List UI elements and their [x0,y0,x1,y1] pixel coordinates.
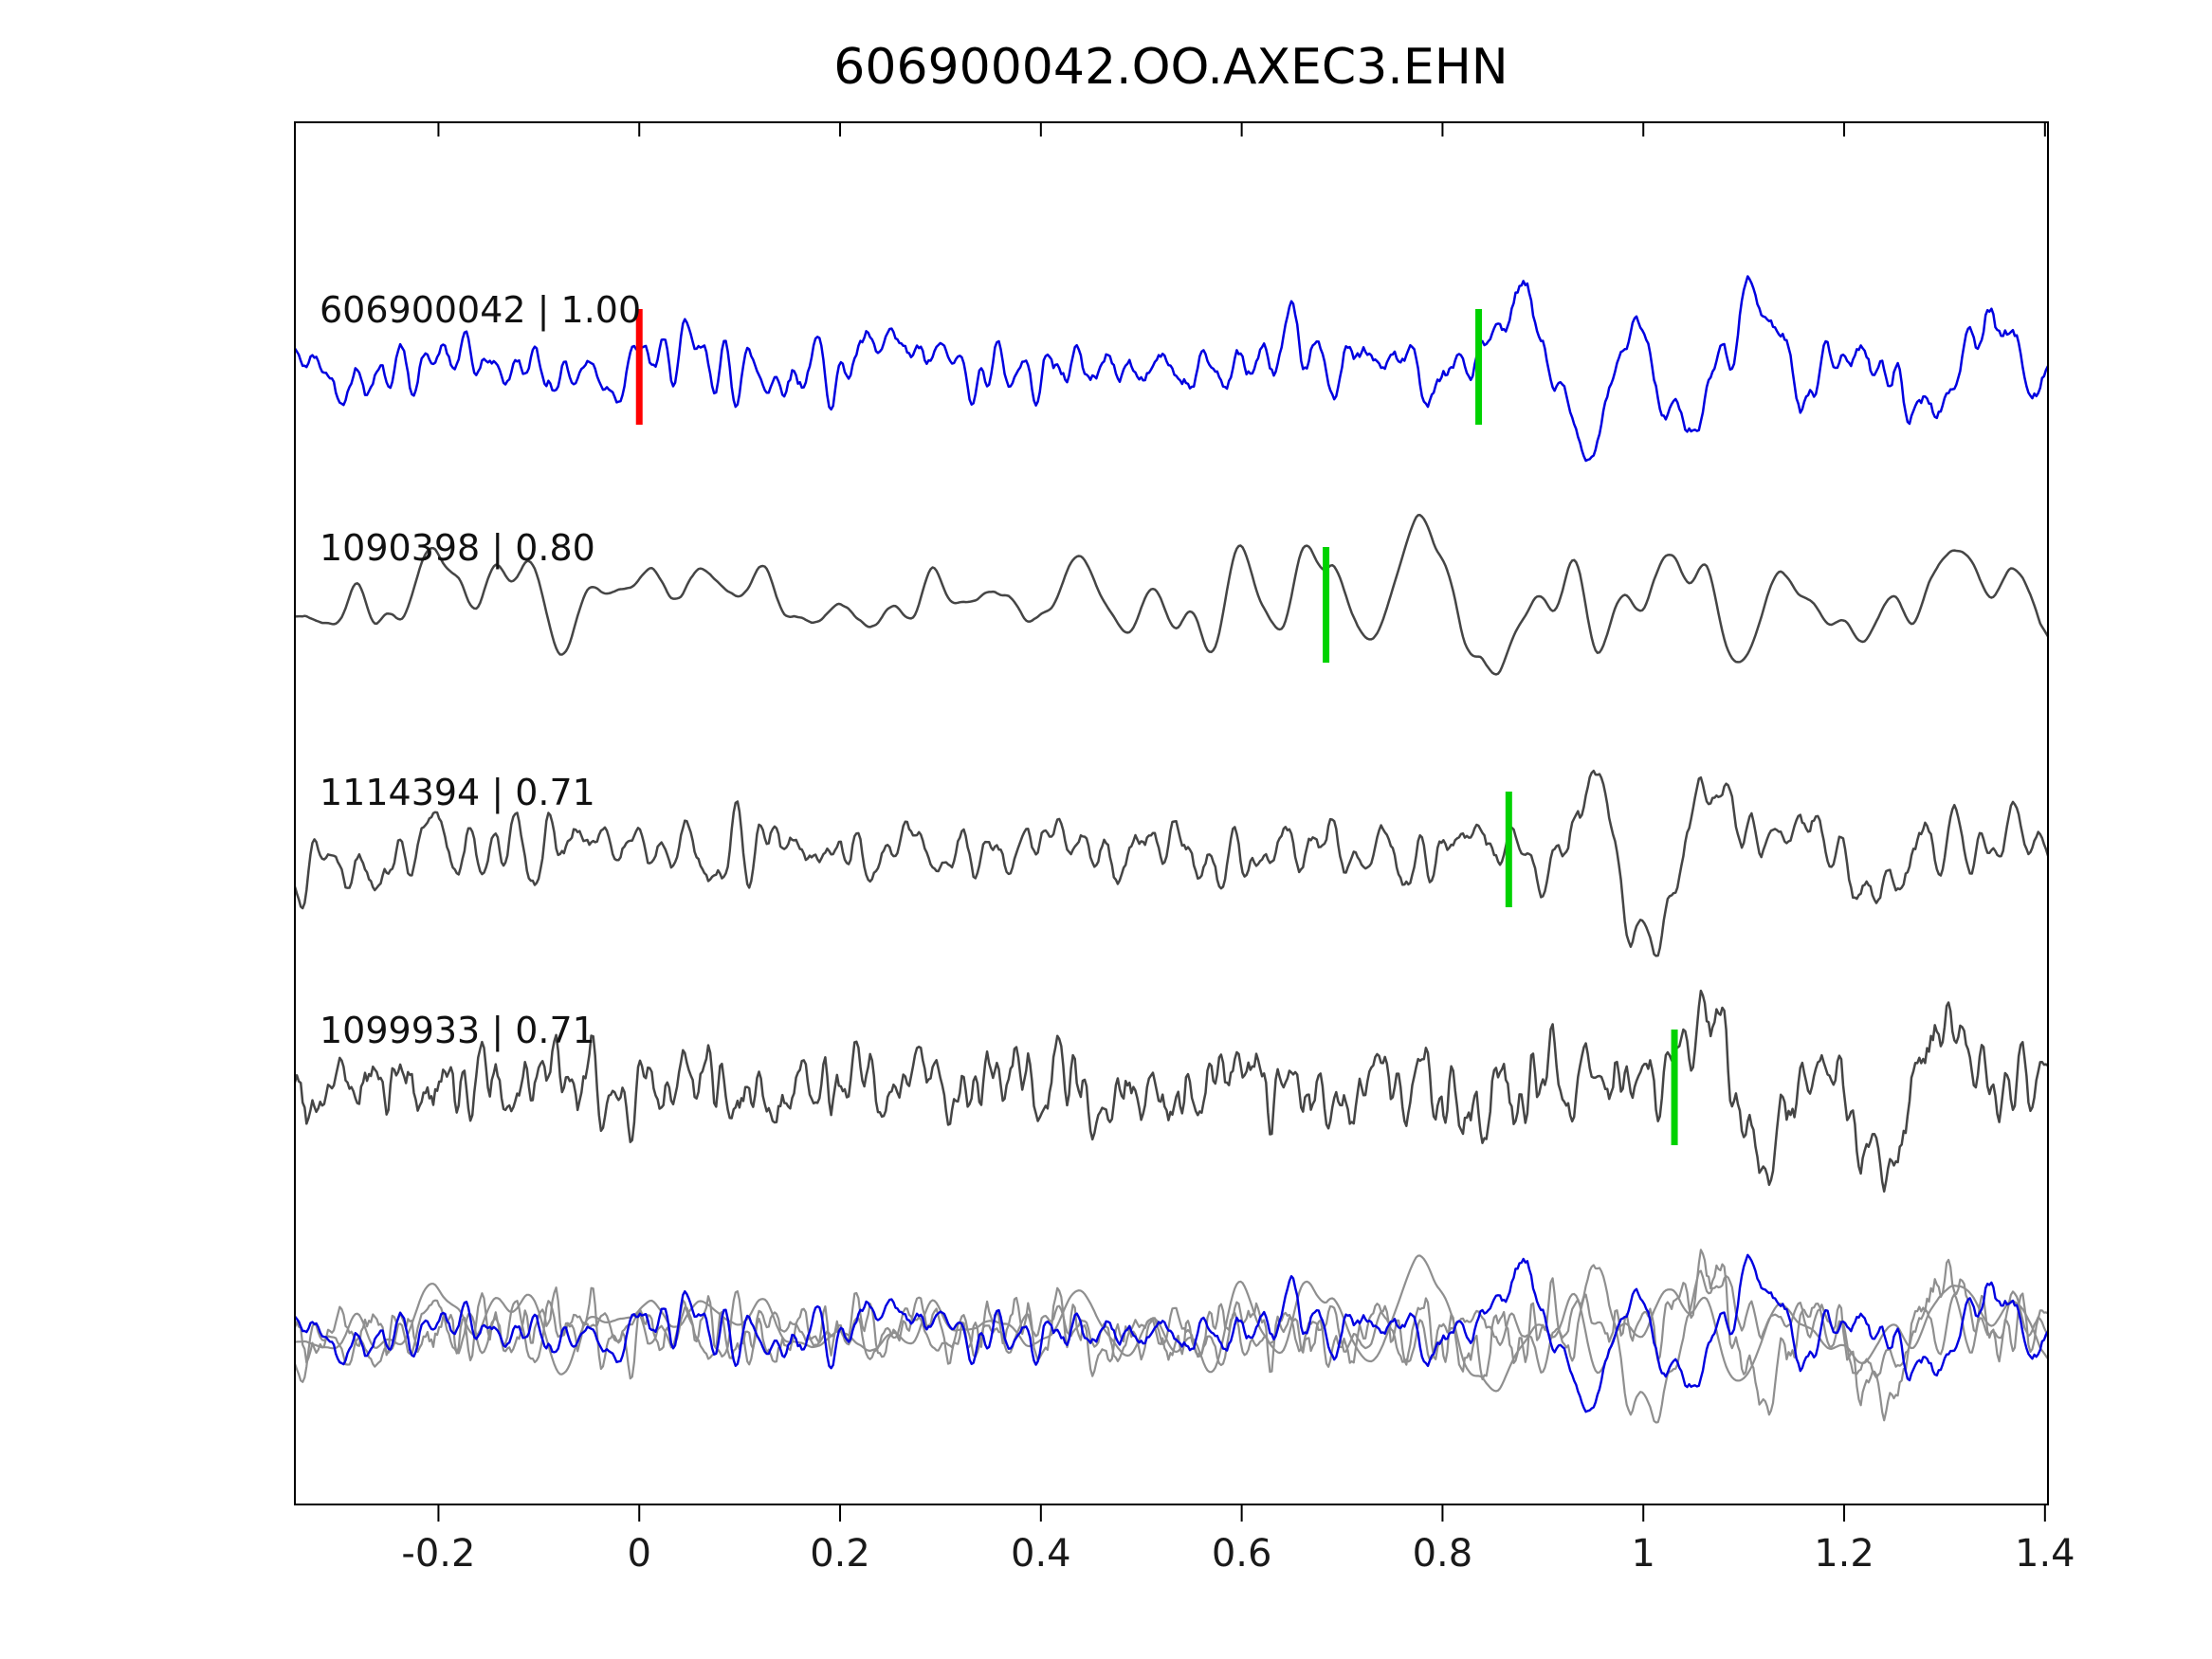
traces-group [296,275,2047,1424]
trace-line-1114394 [296,769,2047,957]
trace-line-1099933 [296,989,2047,1194]
trace-labels: 606900042 | 1.00 1090398 | 0.80 1114394 | … [320,289,641,1052]
trace-line-1099933-overlay [296,1249,2047,1422]
x-tick-label: 0.8 [1413,1532,1473,1576]
x-tick-label: 1.2 [1814,1532,1874,1576]
markers-group [635,309,1678,1145]
trace-line-1114394-overlay [296,1264,2047,1424]
trace-line-606900042-overlay [296,1253,2047,1413]
x-tick-label: 0 [628,1532,651,1576]
trace-line-1090398 [296,514,2047,676]
plot-border [294,121,2049,1505]
x-axis: -0.2 0 0.2 0.4 0.6 0.8 1 1.2 1.4 [401,122,2075,1576]
trace-line-606900042 [296,275,2047,463]
trace-label-606900042: 606900042 | 1.00 [320,289,641,332]
trace-label-1090398: 1090398 | 0.80 [320,527,595,570]
x-tick-label: 0.2 [810,1532,870,1576]
trace-line-1090398-overlay [296,1254,2047,1393]
x-tick-label: 0.6 [1212,1532,1272,1576]
trace-label-1099933: 1099933 | 0.71 [320,1010,595,1052]
trace-label-1114394: 1114394 | 0.71 [320,772,595,814]
chart-title: 606900042.OO.AXEC3.EHN [833,39,1508,96]
x-tick-label: -0.2 [401,1532,475,1576]
x-tick-label: 1 [1631,1532,1654,1576]
x-tick-label: 1.4 [2015,1532,2075,1576]
x-tick-label: 0.4 [1011,1532,1071,1576]
